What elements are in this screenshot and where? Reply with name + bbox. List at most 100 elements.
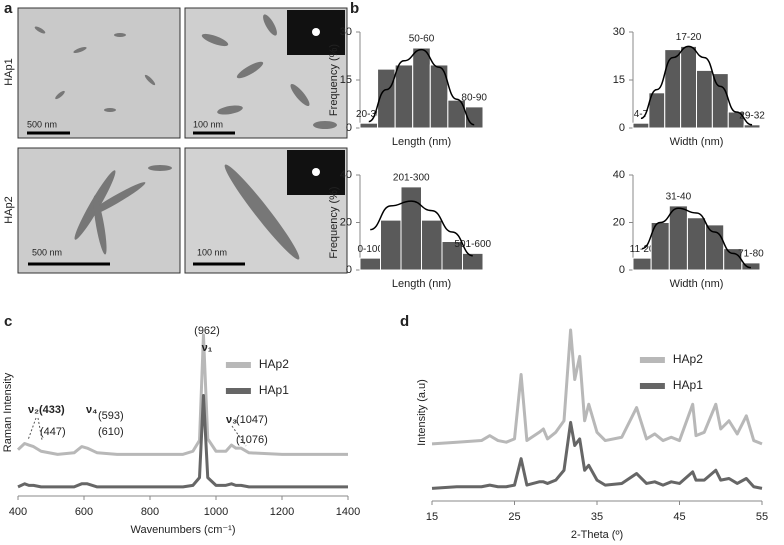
annotation: ν₃ bbox=[226, 414, 237, 426]
x-tick-label: 45 bbox=[673, 511, 685, 523]
x-tick-label: 400 bbox=[9, 506, 27, 518]
x-axis-label: Width (nm) bbox=[670, 278, 724, 290]
tem-image bbox=[17, 7, 181, 139]
fit-curve bbox=[641, 207, 752, 269]
legend-label: HAp2 bbox=[259, 357, 289, 371]
y-axis-label: Frequency (%) bbox=[328, 186, 340, 258]
y-axis-label: Frequency (%) bbox=[328, 44, 340, 116]
legend-label: HAp2 bbox=[673, 352, 703, 366]
bar bbox=[632, 257, 652, 271]
y-tick-label: 0 bbox=[346, 122, 352, 134]
row-label: HAp1 bbox=[3, 58, 15, 86]
bar bbox=[429, 64, 449, 129]
x-axis-label: Length (nm) bbox=[392, 136, 451, 148]
bar bbox=[359, 257, 381, 271]
annotation: ν₁ bbox=[202, 342, 213, 354]
x-tick-label: 600 bbox=[75, 506, 93, 518]
legend-label: HAp1 bbox=[673, 378, 703, 392]
annotation: (610) bbox=[98, 426, 124, 438]
x-tick-label: 1200 bbox=[270, 506, 294, 518]
bar bbox=[380, 219, 402, 271]
panel-label: b bbox=[350, 0, 359, 17]
annotation: ν₂(433) bbox=[28, 404, 65, 416]
annotation: (593) bbox=[98, 410, 124, 422]
bar-label: 31-40 bbox=[666, 192, 692, 203]
bar bbox=[394, 64, 414, 129]
bar bbox=[680, 45, 697, 129]
bar-label: 201-300 bbox=[393, 173, 430, 184]
series-line bbox=[17, 393, 348, 489]
bar bbox=[462, 252, 484, 271]
y-axis-label: Raman Intensity bbox=[2, 372, 14, 452]
y-tick-label: 40 bbox=[613, 169, 625, 181]
diffraction-spot bbox=[312, 168, 320, 176]
y-tick-label: 0 bbox=[619, 264, 625, 276]
bar bbox=[400, 186, 422, 271]
x-tick-label: 25 bbox=[508, 511, 520, 523]
bar bbox=[421, 219, 443, 271]
leader bbox=[231, 425, 247, 447]
bar bbox=[705, 224, 725, 271]
y-tick-label: 40 bbox=[340, 169, 352, 181]
series-line bbox=[431, 420, 763, 490]
bar-label: 80-90 bbox=[461, 93, 487, 104]
y-tick-label: 20 bbox=[613, 216, 625, 228]
panel-label: a bbox=[4, 0, 13, 17]
fit-curve bbox=[370, 200, 473, 257]
bar-label: 50-60 bbox=[409, 34, 435, 45]
scale-bar-label: 500 nm bbox=[27, 119, 57, 129]
fit-curve bbox=[368, 48, 475, 126]
annotation: ν₄ bbox=[86, 404, 97, 416]
x-tick-label: 1400 bbox=[336, 506, 360, 518]
y-tick-label: 20 bbox=[340, 216, 352, 228]
bar bbox=[741, 262, 761, 271]
y-tick-label: 30 bbox=[340, 26, 352, 38]
scale-bar-label: 100 nm bbox=[193, 119, 223, 129]
annotation: (962) bbox=[194, 325, 220, 337]
bar bbox=[632, 122, 650, 129]
bar-label: 20-30 bbox=[356, 109, 382, 120]
particles bbox=[34, 14, 337, 260]
bar bbox=[696, 69, 713, 129]
scale-bar-label: 100 nm bbox=[197, 247, 227, 257]
x-tick-label: 55 bbox=[756, 511, 768, 523]
bar-label: 17-20 bbox=[676, 32, 702, 43]
y-tick-label: 0 bbox=[619, 122, 625, 134]
bar-label: 29-32 bbox=[739, 110, 765, 121]
legend-label: HAp1 bbox=[259, 383, 289, 397]
y-tick-label: 15 bbox=[340, 74, 352, 86]
bar bbox=[359, 122, 379, 129]
x-tick-label: 1000 bbox=[204, 506, 228, 518]
series-line bbox=[431, 328, 763, 446]
y-tick-label: 0 bbox=[346, 264, 352, 276]
x-axis-label: Wavenumbers (cm⁻¹) bbox=[130, 524, 235, 536]
fit-curve bbox=[640, 45, 753, 126]
x-tick-label: 35 bbox=[591, 511, 603, 523]
diffraction-spot bbox=[312, 28, 320, 36]
bar bbox=[668, 205, 688, 271]
y-axis-label: Intensity (a.u) bbox=[416, 379, 428, 446]
annotation: (1076) bbox=[236, 434, 268, 446]
bar bbox=[412, 47, 431, 129]
y-tick-label: 15 bbox=[613, 74, 625, 86]
x-axis-label: Width (nm) bbox=[670, 136, 724, 148]
bar-label: 501-600 bbox=[454, 239, 491, 250]
scale-bar-label: 500 nm bbox=[32, 247, 62, 257]
bar-label: 0-100 bbox=[357, 244, 383, 255]
panel-label: d bbox=[400, 313, 409, 330]
x-axis-label: 2-Theta (º) bbox=[571, 529, 623, 541]
row-label: HAp2 bbox=[3, 196, 15, 224]
annotation: (1047) bbox=[236, 414, 268, 426]
panel-label: c bbox=[4, 313, 12, 330]
bar bbox=[686, 217, 707, 271]
annotation: (447) bbox=[40, 426, 66, 438]
x-tick-label: 800 bbox=[141, 506, 159, 518]
x-axis-label: Length (nm) bbox=[392, 278, 451, 290]
y-tick-label: 30 bbox=[613, 26, 625, 38]
bar-label: 71-80 bbox=[738, 249, 764, 260]
series-line bbox=[16, 333, 348, 456]
tem-images: 500 nm 100 nm 500 nm 100 nm HAp1 HAp2 bbox=[3, 7, 348, 274]
x-tick-label: 15 bbox=[426, 511, 438, 523]
bar bbox=[664, 49, 682, 129]
